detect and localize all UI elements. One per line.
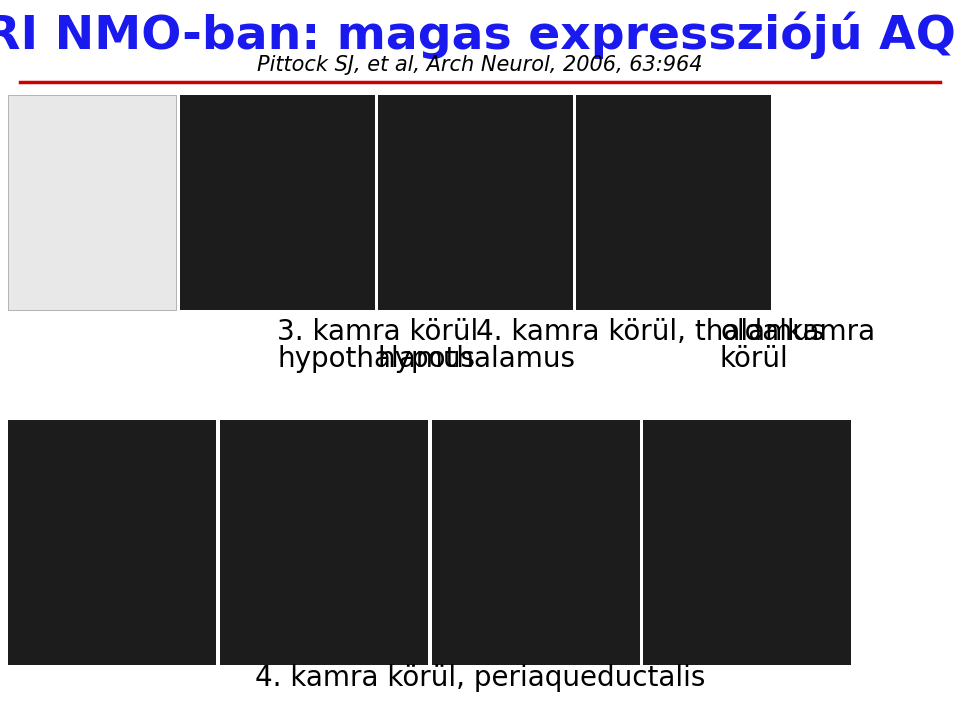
Text: Pittock SJ, et al, Arch Neurol, 2006, 63:964: Pittock SJ, et al, Arch Neurol, 2006, 63… bbox=[257, 55, 703, 75]
Bar bbox=[576, 95, 771, 310]
Bar bbox=[180, 95, 375, 310]
Bar bbox=[432, 420, 640, 665]
Bar bbox=[8, 420, 216, 665]
Bar bbox=[643, 420, 851, 665]
Text: körül: körül bbox=[720, 345, 789, 373]
Bar bbox=[220, 420, 428, 665]
Text: 4. kamra körül, thalamus: 4. kamra körül, thalamus bbox=[476, 318, 825, 346]
Bar bbox=[8, 95, 176, 310]
Bar bbox=[378, 95, 573, 310]
Text: 3. kamra körül: 3. kamra körül bbox=[277, 318, 478, 346]
Text: oldalkamra: oldalkamra bbox=[720, 318, 876, 346]
Text: hypothalamus: hypothalamus bbox=[377, 345, 575, 373]
Text: 4. kamra körül, periaqueductalis: 4. kamra körül, periaqueductalis bbox=[254, 664, 706, 692]
Text: MRI NMO-ban: magas expressziójú AQP4: MRI NMO-ban: magas expressziójú AQP4 bbox=[0, 11, 960, 59]
Text: hypothalamus: hypothalamus bbox=[277, 345, 475, 373]
